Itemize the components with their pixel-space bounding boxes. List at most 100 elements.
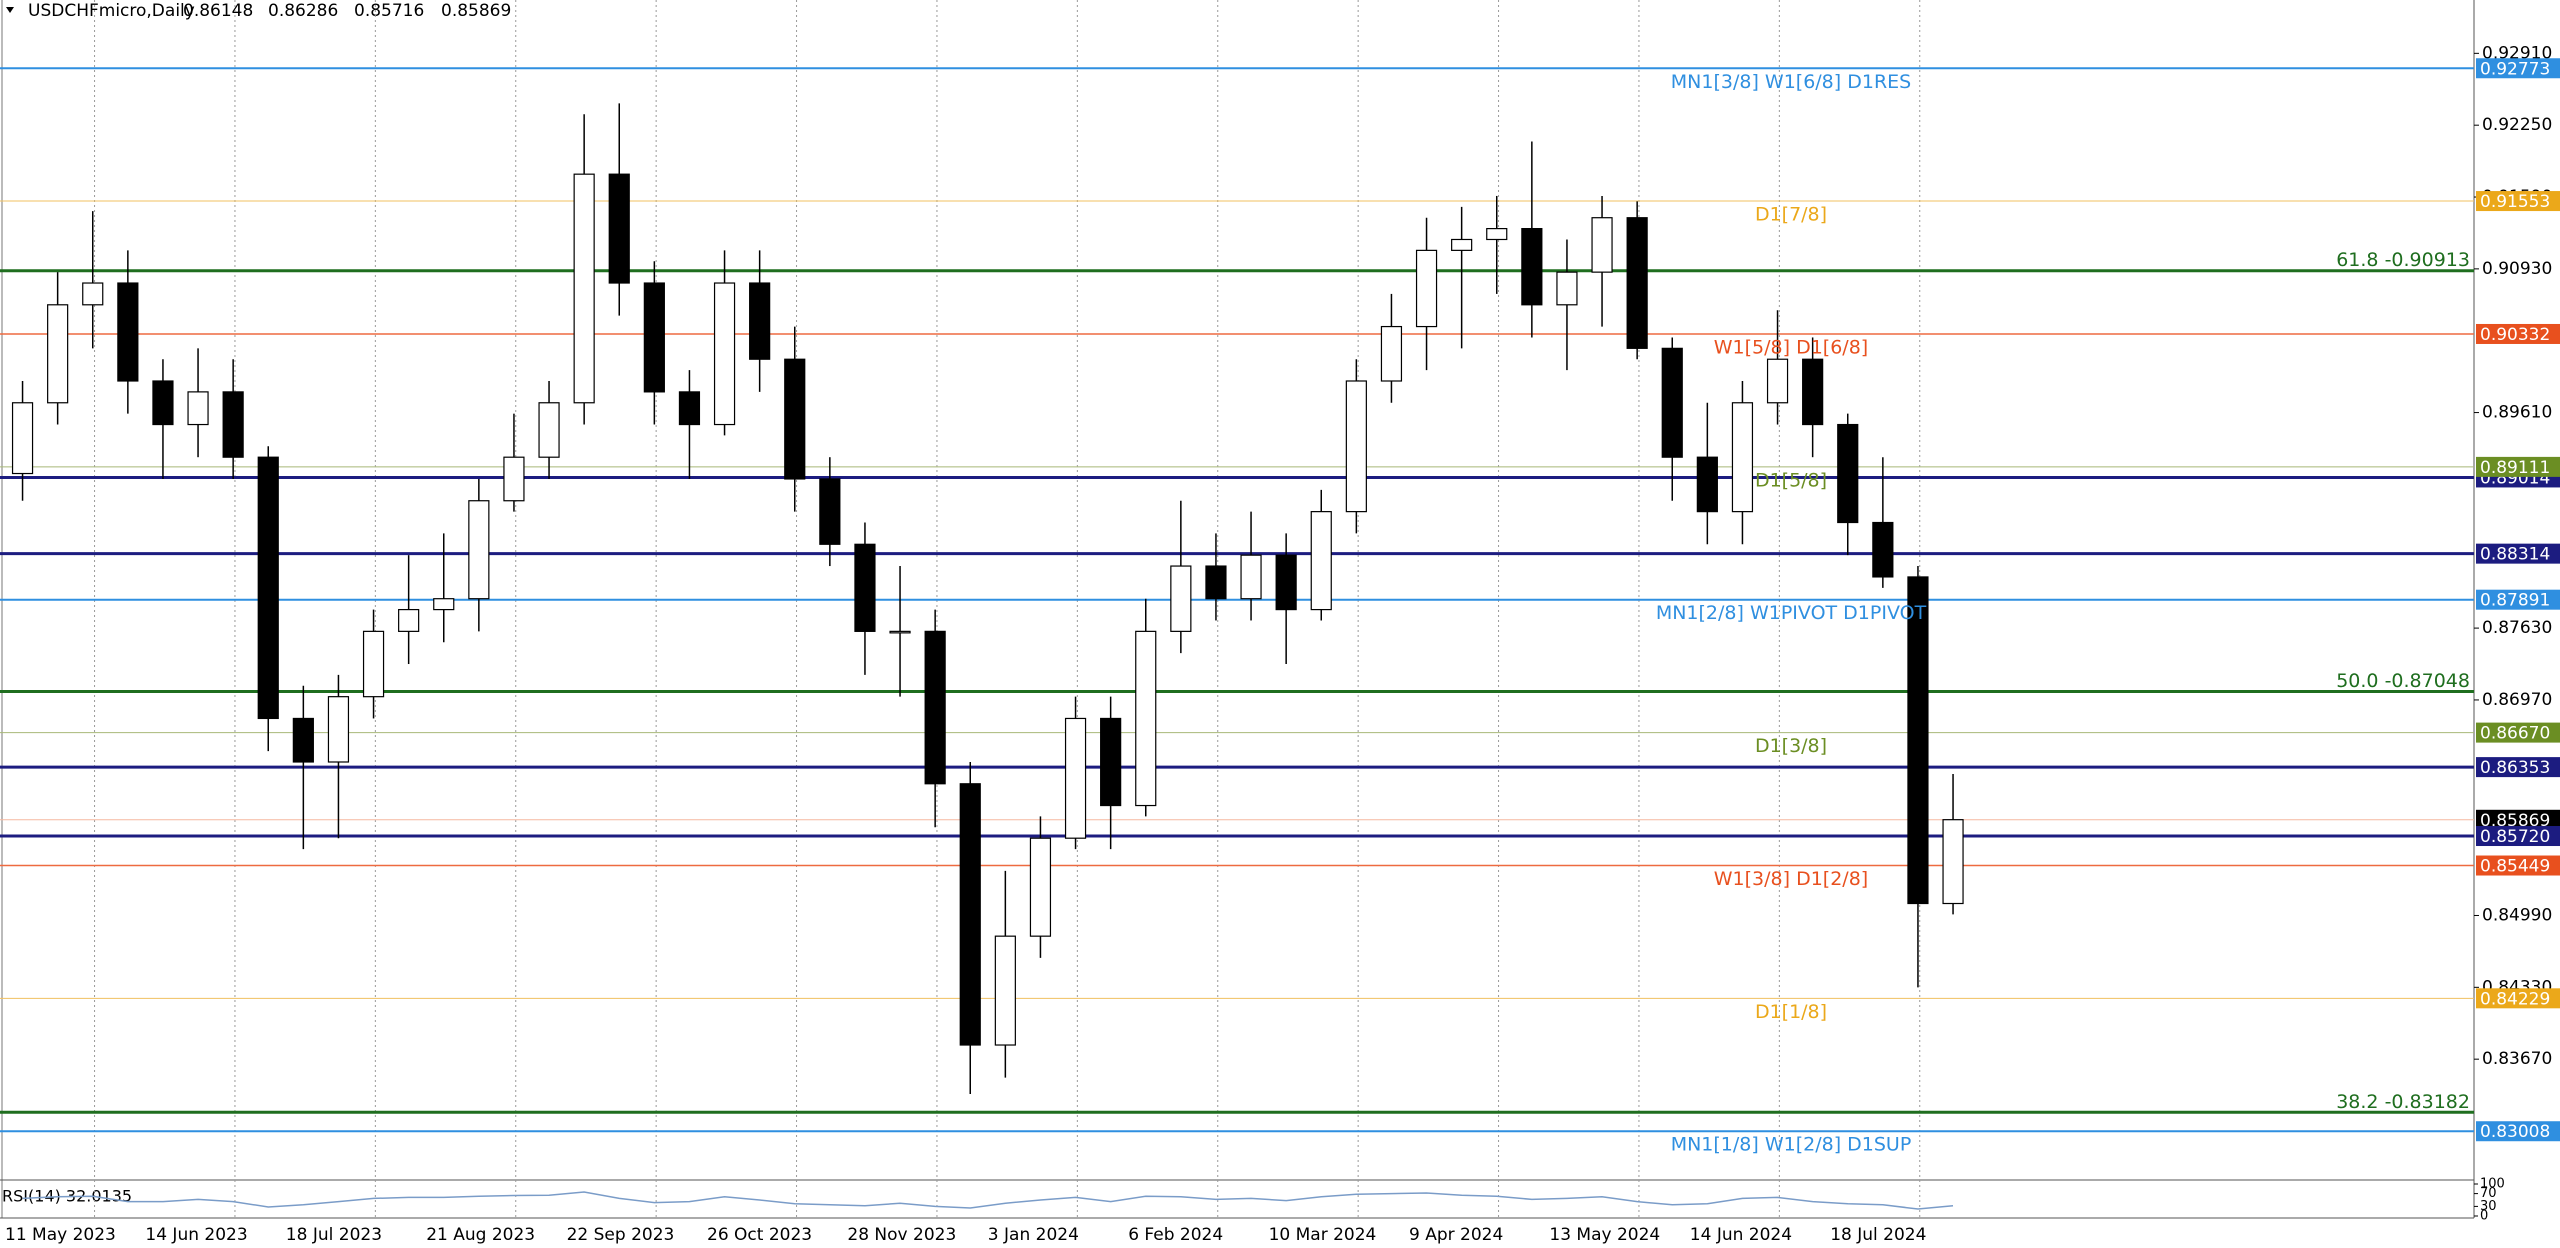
candle-body: [1556, 271, 1578, 306]
level-text: W1[5/8] D1[6/8]: [1714, 336, 1868, 358]
candle-body: [1380, 325, 1403, 382]
candle-body: [1731, 402, 1754, 513]
price-box-label: 0.86670: [2480, 724, 2550, 744]
candle-body: [1170, 565, 1192, 632]
price-box: [2476, 543, 2560, 564]
price-box: [2476, 855, 2560, 876]
price-box: [2476, 323, 2560, 344]
candle-body: [1100, 717, 1122, 807]
candle-body: [11, 402, 34, 475]
candle-body: [1626, 217, 1648, 349]
price-box-label: 0.89111: [2480, 458, 2550, 478]
price-box-label: 0.92773: [2480, 59, 2550, 79]
rsi-line: [22, 1191, 1954, 1210]
candle-body: [713, 282, 736, 426]
price-box: [2476, 722, 2560, 743]
price-box-label: 0.91553: [2480, 192, 2550, 212]
x-tick-label: 9 Apr 2024: [1409, 1225, 1503, 1245]
candle-body: [362, 630, 385, 698]
candle-body: [854, 543, 876, 632]
level-text: D1[7/8]: [1755, 204, 1827, 226]
candle-body: [257, 456, 279, 720]
x-tick-label: 18 Jul 2024: [1830, 1225, 1926, 1245]
level-text: 61.8 -0.90913: [2336, 249, 2470, 271]
y-tick-label: 0.92250: [2482, 115, 2552, 135]
y-tick-label: 0.90930: [2482, 259, 2552, 279]
price-box: [2476, 809, 2560, 830]
candle-body: [82, 282, 104, 306]
candle-body: [1205, 565, 1227, 600]
x-tick-label: 6 Feb 2024: [1128, 1225, 1223, 1245]
candle-body: [187, 391, 209, 426]
x-tick-label: 11 May 2023: [5, 1225, 116, 1245]
y-tick-label: 0.86970: [2482, 690, 2552, 710]
level-text: W1[3/8] D1[2/8]: [1714, 868, 1868, 890]
header-value: 0.85716: [354, 1, 424, 21]
candle-body: [608, 173, 630, 284]
level-text: MN1[3/8] W1[6/8] D1RES: [1671, 71, 1911, 93]
level-text: MN1[1/8] W1[2/8] D1SUP: [1671, 1134, 1912, 1156]
candle-body: [643, 282, 665, 393]
y-tick-label: 0.83670: [2482, 1049, 2552, 1069]
level-text: 38.2 -0.83182: [2336, 1091, 2470, 1113]
price-box-label: 0.84229: [2480, 989, 2550, 1009]
x-tick-label: 10 Mar 2024: [1269, 1225, 1377, 1245]
candle-body: [1872, 521, 1894, 578]
header-value: 0.85869: [441, 1, 511, 21]
candle-body: [1486, 227, 1508, 241]
candle-body: [1135, 630, 1157, 807]
candle-body: [1345, 380, 1367, 513]
x-tick-label: 26 Oct 2023: [707, 1225, 812, 1245]
price-box-label: 0.85449: [2480, 857, 2550, 877]
menu-arrow[interactable]: [6, 7, 14, 13]
header-value: 0.86148: [183, 1, 253, 21]
price-box: [2476, 826, 2560, 847]
rsi-tick-label: 100: [2480, 1177, 2505, 1192]
x-tick-label: 3 Jan 2024: [988, 1225, 1079, 1245]
candle-body: [924, 630, 946, 785]
candle-body: [1766, 358, 1789, 404]
candle-body: [398, 608, 420, 632]
candle-body: [1942, 819, 1964, 905]
level-text: 50.0 -0.87048: [2336, 670, 2470, 692]
candle-body: [749, 282, 771, 360]
rsi-tick-label: 0: [2480, 1209, 2488, 1224]
price-box: [2476, 456, 2560, 477]
candle-body: [1240, 554, 1262, 600]
candle-body: [819, 478, 841, 545]
candle-body: [1907, 576, 1929, 905]
x-tick-label: 21 Aug 2023: [426, 1225, 535, 1245]
rsi-tick-label: 30: [2480, 1199, 2497, 1214]
price-box-label: 0.83008: [2480, 1122, 2550, 1142]
candle-body: [1591, 217, 1613, 273]
y-tick-label: 0.89610: [2482, 403, 2552, 423]
candle-body: [1451, 238, 1473, 251]
y-tick-label: 0.87630: [2482, 618, 2552, 638]
candle-body: [503, 456, 525, 502]
price-box: [2476, 191, 2560, 212]
x-tick-label: 22 Sep 2023: [567, 1225, 675, 1245]
candle-body: [573, 173, 595, 404]
candle-body: [1696, 456, 1718, 513]
candle-body: [117, 282, 139, 382]
header-value: 0.86286: [268, 1, 338, 21]
candle-body: [889, 630, 911, 634]
price-box: [2476, 757, 2560, 778]
candle-body: [1802, 358, 1824, 426]
candle-body: [292, 717, 314, 763]
level-text: D1[3/8]: [1755, 735, 1827, 757]
candle-body: [1310, 511, 1332, 611]
price-box: [2476, 589, 2560, 610]
price-box-label: 0.90332: [2480, 325, 2550, 345]
candle-body: [47, 304, 69, 404]
price-box-label: 0.88314: [2480, 545, 2550, 565]
price-box-label: 0.87891: [2480, 591, 2550, 611]
y-tick-label: 0.84990: [2482, 905, 2552, 925]
candle-body: [1064, 717, 1087, 839]
candle-body: [327, 696, 350, 763]
level-text: MN1[2/8] W1PIVOT D1PIVOT: [1656, 602, 1927, 624]
level-text: D1[1/8]: [1755, 1001, 1827, 1023]
candle-body: [1837, 423, 1859, 524]
